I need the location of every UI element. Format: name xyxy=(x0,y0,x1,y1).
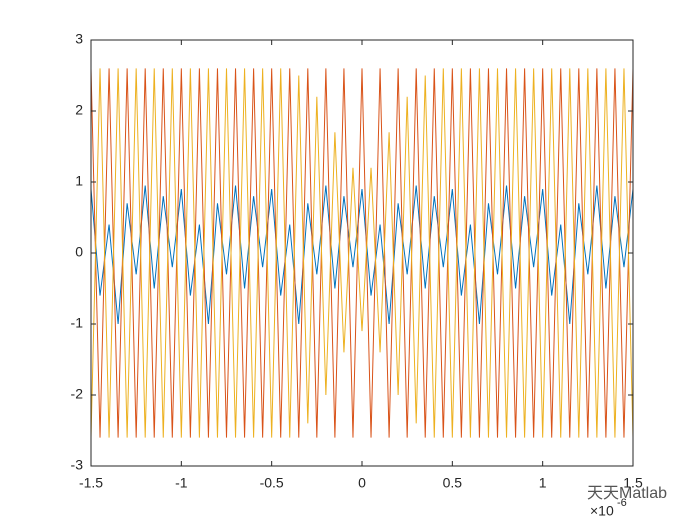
x-tick-label: 0.5 xyxy=(443,475,463,491)
line-series xyxy=(90,68,634,438)
y-tick-label: 2 xyxy=(75,102,83,118)
y-tick-label: -3 xyxy=(71,457,84,473)
x-tick-label: 0 xyxy=(358,475,366,491)
line-series xyxy=(90,185,634,325)
watermark: 天天Matlab xyxy=(587,485,667,502)
line-series xyxy=(90,68,634,438)
x-tick-label: -1 xyxy=(175,475,188,491)
y-tick-label: -2 xyxy=(71,386,84,402)
plot-area xyxy=(90,68,634,438)
x-tick-label: 1.5 xyxy=(623,475,643,491)
x-tick-label: 1 xyxy=(539,475,547,491)
x-tick-label: -0.5 xyxy=(260,475,284,491)
x-multiplier: ×10 xyxy=(590,503,614,519)
x-tick-label: -1.5 xyxy=(79,475,103,491)
x-multiplier-exponent: -6 xyxy=(617,497,627,509)
y-tick-label: 1 xyxy=(75,173,83,189)
y-tick-label: -1 xyxy=(71,315,84,331)
y-tick-label: 0 xyxy=(75,244,83,260)
y-tick-label: 3 xyxy=(75,31,83,47)
